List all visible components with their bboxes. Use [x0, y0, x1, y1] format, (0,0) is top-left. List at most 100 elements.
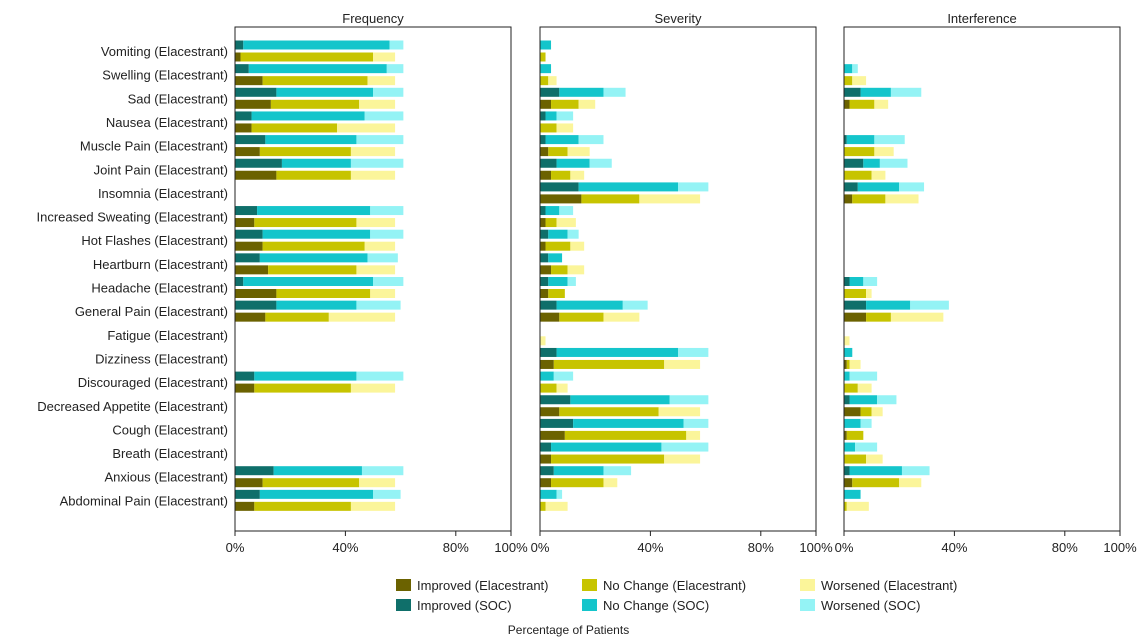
- bar-segment: [885, 194, 919, 204]
- bar-segment: [548, 229, 568, 239]
- x-tick-label: 80%: [1052, 540, 1078, 555]
- panel-title: Interference: [947, 11, 1016, 26]
- bar-segment: [276, 170, 351, 180]
- bar-segment: [235, 312, 266, 322]
- bar-segment: [545, 218, 557, 228]
- bar-segment: [556, 383, 568, 393]
- legend-item: Worsened (SOC): [800, 598, 920, 613]
- bar-segment: [559, 87, 604, 97]
- category-label: Cough (Elacestrant): [112, 422, 228, 437]
- category-label: Discouraged (Elacestrant): [78, 375, 228, 390]
- bar-segment: [373, 87, 404, 97]
- bar-segment: [852, 76, 867, 86]
- bar-segment: [389, 40, 404, 50]
- bar-segment: [578, 135, 604, 145]
- bar-segment: [866, 289, 872, 298]
- bar-segment: [540, 501, 546, 511]
- bar-segment: [874, 99, 889, 109]
- bar-segment: [573, 418, 684, 428]
- bar-segment: [545, 501, 568, 511]
- legend-swatch: [800, 579, 815, 591]
- bar-segment: [553, 359, 665, 369]
- bar-segment: [265, 312, 329, 322]
- bar-segment: [844, 300, 867, 310]
- bar-segment: [844, 158, 864, 168]
- bar-segment: [860, 418, 872, 428]
- bar-segment: [844, 359, 847, 369]
- bar-segment: [556, 111, 574, 121]
- x-tick-label: 40%: [332, 540, 358, 555]
- bar-segment: [849, 99, 875, 109]
- bar-segment: [350, 158, 404, 168]
- x-tick-label: 80%: [748, 540, 774, 555]
- bar-segment: [910, 300, 949, 310]
- bar-segment: [337, 123, 396, 133]
- bar-segment: [551, 99, 579, 109]
- legend-row-soc: Improved (SOC) No Change (SOC) Worsened …: [396, 595, 1016, 615]
- x-tick-label: 100%: [799, 540, 833, 555]
- bar-segment: [235, 218, 255, 228]
- category-label: Sad (Elacestrant): [128, 91, 228, 106]
- bar-segment: [589, 158, 612, 168]
- bar-segment: [844, 430, 847, 440]
- bar-segment: [235, 76, 263, 86]
- bar-segment: [262, 229, 371, 239]
- legend-item: No Change (SOC): [582, 598, 782, 613]
- bar-segment: [661, 442, 709, 452]
- bar-segment: [540, 64, 552, 74]
- category-label: Dizziness (Elacestrant): [95, 351, 228, 366]
- bar-segment: [844, 289, 867, 298]
- bar-segment: [548, 253, 563, 263]
- category-label: General Pain (Elacestrant): [75, 304, 228, 319]
- legend-item: Improved (Elacestrant): [396, 578, 564, 593]
- bar-segment: [540, 111, 546, 121]
- bar-segment: [259, 489, 373, 499]
- legend-swatch: [582, 579, 597, 591]
- bar-segment: [846, 359, 850, 369]
- bar-segment: [540, 277, 549, 286]
- x-tick-label: 40%: [637, 540, 663, 555]
- bar-segment: [866, 454, 883, 464]
- legend-label: No Change (Elacestrant): [603, 577, 747, 593]
- bar-segment: [540, 52, 546, 62]
- bar-segment: [540, 454, 552, 464]
- bar-segment: [248, 64, 387, 74]
- bar-segment: [890, 312, 944, 322]
- x-tick-label: 80%: [443, 540, 469, 555]
- bar-segment: [235, 300, 277, 310]
- bar-segment: [364, 111, 404, 121]
- bar-segment: [556, 123, 574, 133]
- bar-segment: [849, 395, 878, 405]
- bar-segment: [276, 300, 357, 310]
- bar-segment: [235, 147, 260, 157]
- x-tick-label: 40%: [941, 540, 967, 555]
- bar-segment: [852, 194, 886, 204]
- bar-segment: [540, 418, 574, 428]
- bar-segment: [658, 407, 701, 417]
- bar-segment: [235, 135, 266, 145]
- bar-segment: [844, 76, 853, 86]
- bar-segment: [570, 395, 670, 405]
- bar-segment: [235, 40, 244, 50]
- bar-segment: [235, 206, 258, 216]
- bar-segment: [844, 501, 847, 511]
- bar-segment: [545, 241, 571, 251]
- bar-segment: [548, 76, 557, 86]
- bar-segment: [849, 359, 861, 369]
- bar-segment: [581, 194, 640, 204]
- bar-segment: [373, 489, 401, 499]
- bar-segment: [603, 466, 632, 476]
- bar-segment: [678, 347, 709, 357]
- bar-segment: [683, 418, 709, 428]
- bar-segment: [545, 111, 557, 121]
- bar-segment: [860, 407, 872, 417]
- bar-segment: [564, 430, 687, 440]
- bar-segment: [844, 87, 861, 97]
- bar-segment: [901, 466, 930, 476]
- bar-segment: [540, 123, 557, 133]
- bar-segment: [270, 99, 360, 109]
- bar-segment: [899, 478, 922, 488]
- bar-segment: [254, 383, 351, 393]
- bar-segment: [664, 359, 701, 369]
- category-label: Fatigue (Elacestrant): [107, 328, 228, 343]
